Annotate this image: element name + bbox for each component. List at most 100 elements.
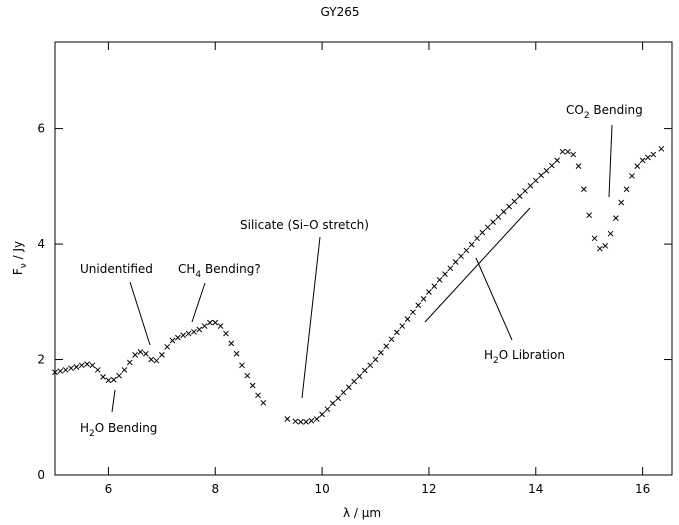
data-point (645, 154, 651, 161)
text-rest: O Bending (95, 421, 158, 435)
annotation: H2O Libration (484, 348, 565, 366)
plot-frame (54, 41, 673, 476)
data-point (137, 349, 144, 355)
data-point (500, 208, 507, 215)
x-tick-label: 16 (635, 482, 650, 496)
data-point (468, 241, 475, 248)
data-point (591, 235, 598, 242)
data-point (586, 212, 593, 219)
data-point (420, 296, 427, 302)
annotation-line (424, 207, 531, 323)
data-point (148, 356, 155, 363)
data-point (639, 157, 646, 164)
data-point (308, 417, 315, 424)
text-main: Silicate (Si–O stretch) (240, 218, 369, 232)
data-point (158, 352, 165, 358)
data-point (292, 418, 299, 425)
data-point (351, 378, 358, 385)
data-point (319, 411, 325, 418)
data-point (207, 319, 213, 326)
data-point (100, 373, 106, 380)
data-point (602, 242, 609, 249)
data-point (132, 352, 138, 358)
data-point (284, 416, 291, 422)
data-point (404, 316, 411, 322)
data-point (511, 198, 518, 205)
data-point (538, 172, 544, 179)
data-point (399, 323, 406, 329)
annotation-line (608, 124, 613, 198)
y-tick-label: 2 (37, 353, 45, 367)
x-tick-label: 6 (105, 482, 113, 496)
data-point (121, 367, 128, 373)
text-main: CH (178, 262, 195, 276)
y-tick-label: 4 (37, 237, 45, 251)
text-subscript: ν (19, 263, 29, 268)
data-point (361, 367, 368, 374)
data-point (223, 330, 229, 337)
data-point (543, 167, 550, 174)
data-point (180, 332, 187, 339)
data-point (78, 362, 85, 369)
data-point (613, 215, 619, 221)
data-point (329, 400, 336, 407)
data-point (249, 382, 256, 389)
data-point (228, 340, 235, 347)
data-point (410, 309, 416, 316)
data-point (658, 145, 665, 152)
annotation-line (301, 236, 321, 399)
data-point (297, 419, 304, 425)
data-point (532, 177, 539, 184)
data-point (244, 372, 251, 379)
data-point (618, 199, 625, 206)
data-point (650, 151, 657, 158)
data-point (463, 247, 470, 254)
annotation: H2O Bending (80, 421, 157, 439)
y-tick-label: 0 (37, 468, 45, 482)
data-point (313, 416, 320, 422)
data-point (516, 193, 523, 200)
annotation-line (111, 389, 116, 413)
data-point (581, 186, 587, 193)
data-point (233, 350, 240, 357)
data-point (383, 343, 390, 350)
data-point (52, 369, 58, 376)
text-rest: O Libration (499, 348, 565, 362)
annotation: CH4 Bending? (178, 262, 261, 280)
data-point (335, 395, 341, 402)
text-main: H (484, 348, 493, 362)
chart-title: GY265 (321, 5, 360, 19)
data-point (570, 151, 577, 158)
data-point (201, 323, 208, 329)
data-point (89, 362, 96, 369)
data-point (479, 229, 486, 236)
data-point (68, 365, 74, 372)
data-point (506, 203, 512, 210)
data-point (356, 373, 363, 380)
data-point (548, 162, 555, 169)
data-point (303, 419, 309, 425)
data-point (554, 157, 561, 164)
text-main: CO (566, 103, 584, 117)
data-point (452, 259, 459, 265)
x-tick-label: 8 (211, 482, 219, 496)
data-point (57, 368, 64, 374)
y-axis-label: Fν / Jy (11, 241, 29, 275)
data-point (340, 389, 347, 396)
data-point (431, 283, 438, 290)
data-point (634, 163, 641, 169)
data-point (255, 392, 261, 399)
data-point (372, 356, 379, 363)
data-point (105, 377, 112, 384)
data-point (388, 336, 395, 343)
text-rest: Bending (590, 103, 643, 117)
text-subscript: 4 (195, 270, 201, 280)
data-point (522, 188, 528, 194)
data-point (169, 337, 176, 344)
data-point (458, 253, 464, 260)
data-point (142, 350, 149, 357)
text-main: F (11, 268, 25, 275)
x-axis-label: λ / μm (343, 506, 381, 520)
data-point (597, 245, 603, 252)
x-tick-label: 10 (314, 482, 329, 496)
